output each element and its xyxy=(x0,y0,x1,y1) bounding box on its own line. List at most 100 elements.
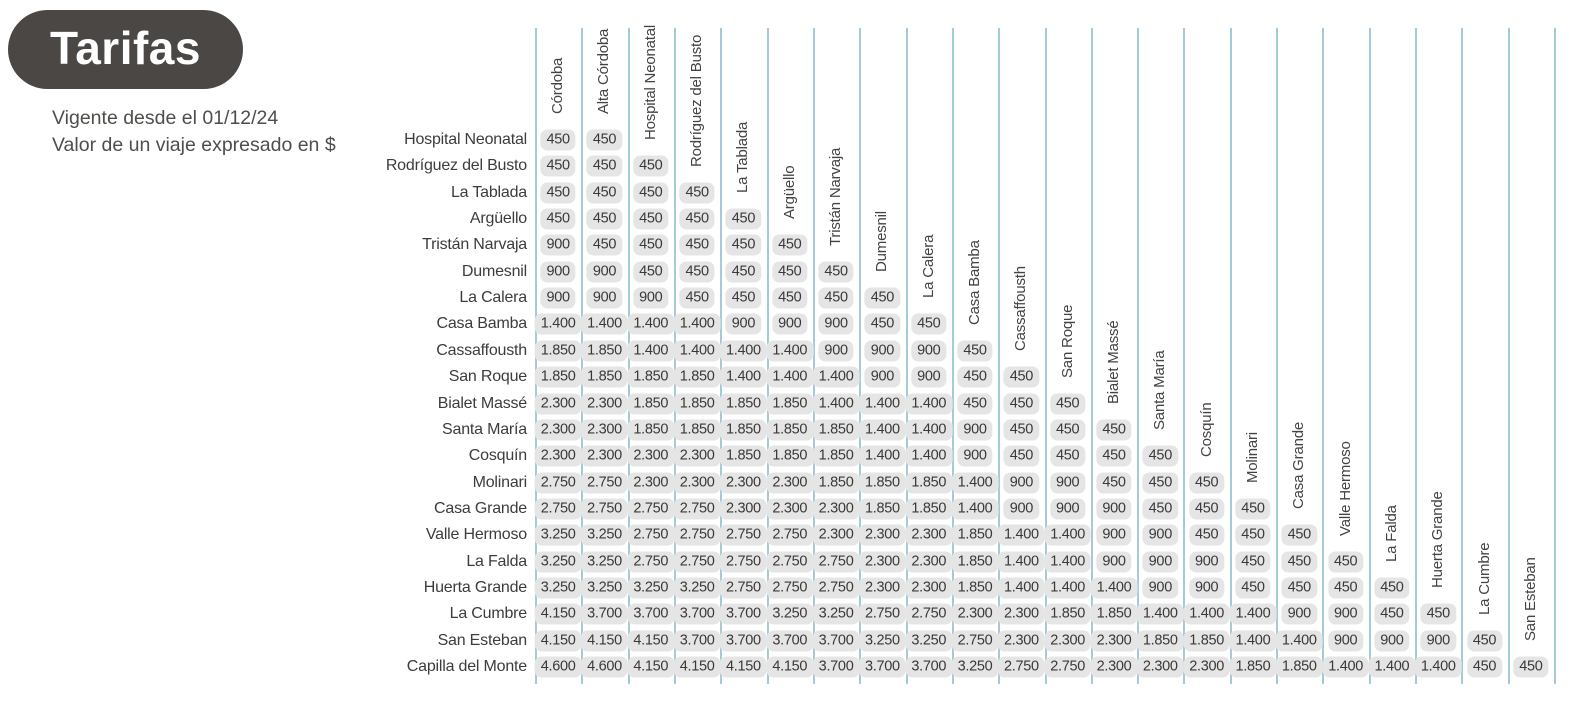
fare-cell: 3.250 xyxy=(951,656,999,678)
column-header: Dumesnil xyxy=(873,211,891,273)
fare-cell: 450 xyxy=(725,208,762,230)
fare-cell: 3.250 xyxy=(534,577,582,599)
fare-cell: 450 xyxy=(1050,393,1086,414)
fare-cell: 1.400 xyxy=(1136,603,1184,625)
row-label: Rodríguez del Busto xyxy=(385,157,527,175)
column-separator-line xyxy=(1276,28,1279,684)
fare-cell: 450 xyxy=(1513,656,1549,678)
fare-cell: 1.850 xyxy=(720,419,767,441)
fare-cell: 450 xyxy=(586,234,623,256)
fare-cell: 2.750 xyxy=(1044,656,1092,678)
fare-cell: 3.700 xyxy=(581,603,628,625)
fare-cell: 4.600 xyxy=(581,656,628,678)
fare-cell: 2.750 xyxy=(534,498,582,520)
fare-cell: 450 xyxy=(1096,472,1132,494)
fare-cell: 2.300 xyxy=(905,524,953,546)
fare-cell: 450 xyxy=(679,234,715,256)
fare-cell: 4.150 xyxy=(673,656,721,678)
row-label: Argüello xyxy=(469,210,527,228)
fare-cell: 1.850 xyxy=(720,445,767,467)
row-label: Molinari xyxy=(472,473,528,491)
fare-cell: 3.700 xyxy=(812,656,860,678)
fare-cell: 4.600 xyxy=(534,656,582,678)
fare-cell: 1.850 xyxy=(812,445,860,467)
fare-cell: 2.750 xyxy=(766,524,814,546)
fare-cell: 450 xyxy=(586,129,623,151)
column-separator-line xyxy=(1554,28,1557,684)
fare-cell: 450 xyxy=(633,261,669,283)
fare-cell: 450 xyxy=(864,313,901,335)
fare-cell: 3.700 xyxy=(905,656,953,678)
fare-cell: 1.850 xyxy=(812,472,860,494)
fare-cell: 1.850 xyxy=(951,524,999,546)
fare-cell: 4.150 xyxy=(627,656,675,678)
column-header: La Falda xyxy=(1382,505,1400,562)
fare-cell: 1.400 xyxy=(997,577,1045,599)
fare-cell: 1.850 xyxy=(766,445,814,467)
fare-cell: 2.750 xyxy=(534,472,582,494)
fare-cell: 450 xyxy=(586,182,623,204)
row-label: Hospital Neonatal xyxy=(404,131,527,148)
fare-cell: 450 xyxy=(1235,577,1271,599)
fare-cell: 900 xyxy=(1142,577,1178,599)
fare-cell: 450 xyxy=(911,313,947,335)
fare-cell: 1.400 xyxy=(627,313,675,335)
fare-cell: 450 xyxy=(1096,419,1132,441)
fare-cell: 1.850 xyxy=(534,340,582,362)
fare-cell: 900 xyxy=(586,261,623,283)
fare-cell: 2.750 xyxy=(766,551,814,573)
fare-cell: 1.850 xyxy=(627,419,675,441)
row-label: La Calera xyxy=(459,289,527,307)
fare-cell: 2.300 xyxy=(534,445,582,467)
fare-cell: 450 xyxy=(1235,551,1271,573)
fare-cell: 2.750 xyxy=(766,577,814,599)
fare-cell: 2.300 xyxy=(766,472,814,494)
fare-cell: 900 xyxy=(1050,498,1086,520)
fare-cell: 2.300 xyxy=(858,577,906,599)
fare-cell: 1.400 xyxy=(766,366,814,388)
fare-cell: 2.300 xyxy=(858,524,906,546)
fare-cell: 2.300 xyxy=(1136,656,1184,678)
fare-cell: 450 xyxy=(1188,472,1225,494)
fare-cell: 3.250 xyxy=(812,603,860,625)
row-label: Capilla del Monte xyxy=(406,658,527,675)
fare-cell: 1.850 xyxy=(627,366,675,388)
fare-cell: 900 xyxy=(818,313,854,335)
fare-cell: 450 xyxy=(633,208,669,230)
fare-cell: 1.400 xyxy=(673,313,721,335)
fare-cell: 450 xyxy=(1003,393,1040,414)
fare-cell: 450 xyxy=(540,208,576,230)
fare-cell: 1.400 xyxy=(1044,551,1092,573)
column-header: San Roque xyxy=(1058,304,1076,378)
fare-cell: 3.250 xyxy=(581,577,628,599)
fare-cell: 450 xyxy=(586,208,623,230)
fare-cell: 1.400 xyxy=(720,366,767,388)
fare-cell: 1.850 xyxy=(1090,603,1138,625)
fare-cell: 450 xyxy=(1003,419,1040,441)
fare-cell: 1.850 xyxy=(812,419,860,441)
fare-cell: 1.850 xyxy=(766,393,814,414)
fare-cell: 1.400 xyxy=(812,366,860,388)
title-badge: Tarifas xyxy=(8,10,243,89)
fare-cell: 3.700 xyxy=(858,656,906,678)
fare-cell: 900 xyxy=(540,234,576,256)
fare-cell: 1.400 xyxy=(997,551,1045,573)
fare-cell: 3.250 xyxy=(627,577,675,599)
fare-cell: 900 xyxy=(1188,577,1225,599)
fare-cell: 2.750 xyxy=(812,551,860,573)
fare-cell: 1.850 xyxy=(534,366,582,388)
row-label: La Falda xyxy=(466,552,527,570)
fare-cell: 2.300 xyxy=(581,419,628,441)
fare-cell: 450 xyxy=(633,182,669,204)
fare-cell: 450 xyxy=(1003,445,1040,467)
fare-cell: 900 xyxy=(911,366,947,388)
fare-cell: 3.250 xyxy=(905,630,953,652)
fare-cell: 1.400 xyxy=(673,340,721,362)
fare-cell: 1.850 xyxy=(951,577,999,599)
fare-cell: 450 xyxy=(540,182,576,204)
fare-cell: 450 xyxy=(1096,445,1132,467)
fare-cell: 450 xyxy=(679,261,715,283)
fare-cell: 450 xyxy=(1466,630,1503,652)
fare-cell: 1.400 xyxy=(858,419,906,441)
fare-cell: 450 xyxy=(1327,577,1364,599)
